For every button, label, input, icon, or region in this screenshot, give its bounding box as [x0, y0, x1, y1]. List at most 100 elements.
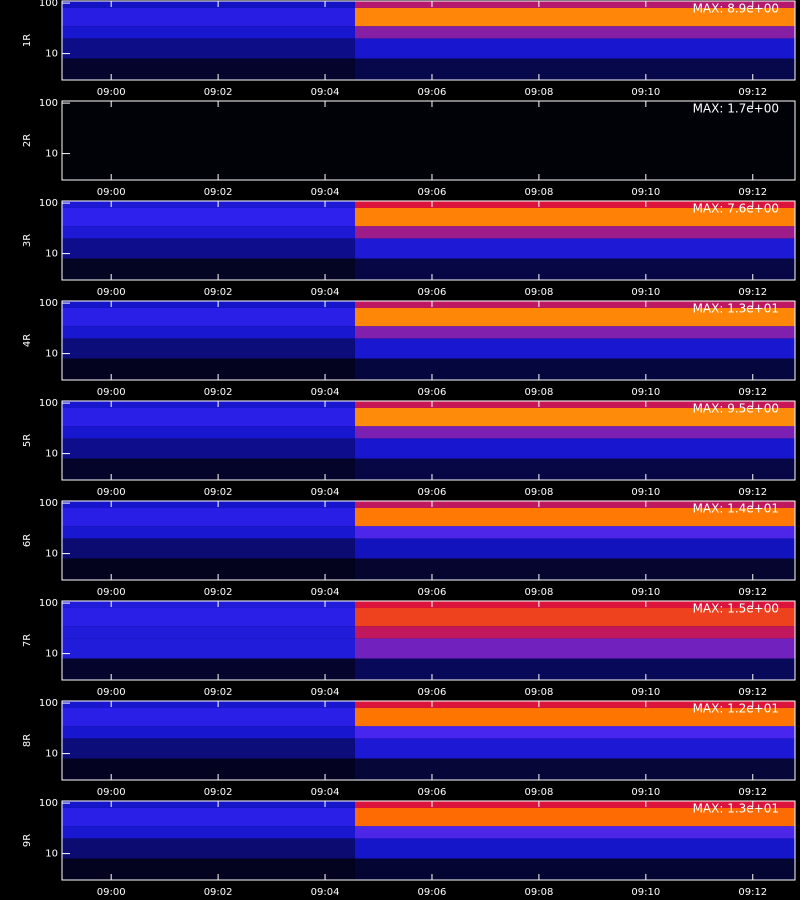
spectrogram-cell	[62, 1, 355, 8]
plot-frame	[61, 600, 796, 681]
y-tick-label: 100	[39, 498, 58, 509]
y-tick-label: 10	[45, 549, 58, 560]
spectrogram-cell	[354, 726, 795, 739]
spectrogram-cell	[354, 526, 795, 539]
max-annotation: MAX: 1.2e+01	[693, 702, 779, 716]
spectrogram-cell	[354, 158, 795, 180]
spectrogram-cell	[62, 7, 355, 27]
x-tick-label: 09:08	[524, 187, 553, 198]
x-tick-label: 09:00	[97, 187, 126, 198]
spectrogram-cell	[354, 101, 795, 108]
x-tick-label: 09:04	[311, 787, 340, 798]
panel-label: 4R	[22, 334, 33, 347]
x-tick-label: 09:04	[311, 887, 340, 898]
spectrogram-cell	[354, 807, 795, 827]
spectrogram-cell	[62, 338, 355, 359]
spectrogram-cell	[62, 301, 355, 308]
spectrogram-cell	[354, 326, 795, 339]
y-tick-label: 100	[39, 798, 58, 809]
spectrogram-cell	[354, 626, 795, 639]
x-tick-label: 09:02	[204, 87, 233, 98]
x-tick-label: 09:10	[631, 187, 660, 198]
max-annotation: MAX: 1.3e+01	[693, 302, 779, 316]
spectrogram-cell	[354, 558, 795, 580]
x-tick-label: 09:12	[738, 587, 767, 598]
spectrogram-cell	[354, 601, 795, 608]
spectrogram-cell	[354, 38, 795, 59]
x-tick-label: 09:02	[204, 887, 233, 898]
x-tick-label: 09:06	[418, 287, 447, 298]
y-tick-label: 10	[45, 449, 58, 460]
x-tick-label: 09:12	[738, 387, 767, 398]
spectrogram-cell	[62, 26, 355, 39]
x-tick-label: 09:00	[97, 287, 126, 298]
spectrogram-cell	[62, 38, 355, 59]
x-tick-label: 09:06	[418, 487, 447, 498]
y-tick-label: 10	[45, 649, 58, 660]
spectrogram-cell	[62, 238, 355, 259]
spectrogram-cell	[62, 458, 355, 480]
spectrogram-cell	[354, 438, 795, 459]
spectrogram-cell	[354, 507, 795, 527]
max-annotation: MAX: 1.4e+01	[693, 502, 779, 516]
x-tick-label: 09:08	[524, 687, 553, 698]
spectrogram-cell	[354, 26, 795, 39]
x-tick-label: 09:08	[524, 87, 553, 98]
spectrogram-cell	[354, 638, 795, 659]
y-tick-label: 100	[39, 0, 58, 9]
spectrogram-cell	[62, 801, 355, 808]
spectrogram-cell	[354, 307, 795, 327]
spectrogram-cell	[354, 358, 795, 380]
spectrogram-cell	[354, 407, 795, 427]
panel-label: 1R	[22, 34, 33, 47]
x-tick-label: 09:04	[311, 487, 340, 498]
x-tick-label: 09:12	[738, 187, 767, 198]
x-tick-label: 09:12	[738, 787, 767, 798]
spectrogram-cell	[354, 338, 795, 359]
spectrogram-cell	[354, 758, 795, 780]
plot-frame	[61, 200, 796, 281]
spectrogram-cell	[62, 138, 355, 159]
spectrogram-cell	[62, 838, 355, 859]
x-tick-label: 09:02	[204, 487, 233, 498]
x-tick-label: 09:00	[97, 787, 126, 798]
x-tick-label: 09:02	[204, 687, 233, 698]
x-tick-label: 09:10	[631, 587, 660, 598]
spectrogram-cell	[62, 858, 355, 880]
x-tick-label: 09:12	[738, 87, 767, 98]
plot-frame	[61, 100, 796, 181]
x-tick-label: 09:10	[631, 687, 660, 698]
spectrogram-cell	[354, 401, 795, 408]
spectrogram-cell	[62, 426, 355, 439]
x-tick-label: 09:02	[204, 287, 233, 298]
y-tick-label: 100	[39, 98, 58, 109]
plot-frame	[61, 400, 796, 481]
x-tick-label: 09:10	[631, 287, 660, 298]
x-tick-label: 09:06	[418, 887, 447, 898]
spectrogram-cell	[62, 58, 355, 80]
x-tick-label: 09:08	[524, 287, 553, 298]
spectrogram-cell	[62, 826, 355, 839]
spectrogram-cell	[62, 307, 355, 327]
spectrogram-cell	[62, 807, 355, 827]
x-tick-label: 09:08	[524, 787, 553, 798]
x-tick-label: 09:06	[418, 187, 447, 198]
x-tick-label: 09:08	[524, 387, 553, 398]
x-tick-label: 09:04	[311, 287, 340, 298]
spectrogram-cell	[62, 658, 355, 680]
plot-frame	[61, 500, 796, 581]
spectrogram-cell	[62, 107, 355, 127]
spectrogram-cell	[62, 201, 355, 208]
panel-label: 3R	[22, 234, 33, 247]
spectrogram-cell	[354, 258, 795, 280]
spectrogram-cell	[62, 738, 355, 759]
x-tick-label: 09:12	[738, 487, 767, 498]
spectrogram-cell	[62, 101, 355, 108]
spectrogram-cell	[62, 558, 355, 580]
y-tick-label: 10	[45, 849, 58, 860]
x-tick-label: 09:06	[418, 587, 447, 598]
x-tick-label: 09:10	[631, 787, 660, 798]
panel-label: 9R	[22, 834, 33, 847]
x-tick-label: 09:06	[418, 687, 447, 698]
